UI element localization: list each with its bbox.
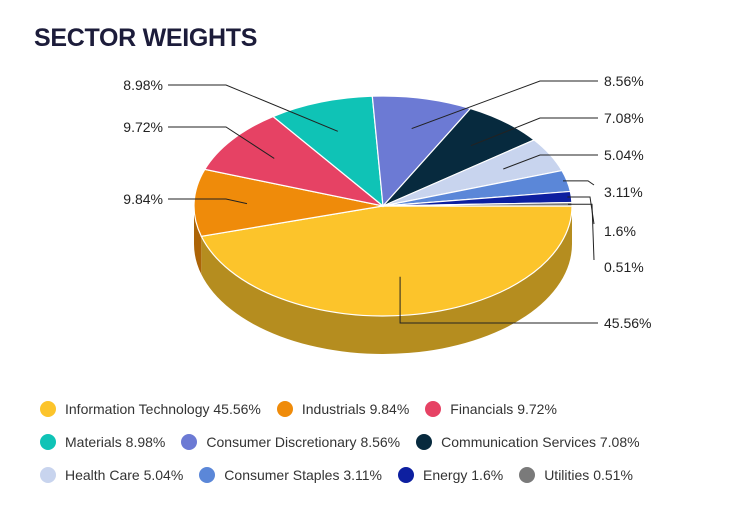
leader-line-7 [563, 180, 595, 186]
leader-line-3 [168, 84, 338, 132]
pie-labels: 45.56% 9.84% 9.72% 8.98% 8.56% 7.08% 5.04% 3.11… [123, 73, 651, 331]
legend-item[interactable]: Energy 1.6% [398, 466, 504, 483]
pie-slice-materials[interactable] [271, 95, 384, 208]
legend-swatch [40, 400, 56, 417]
legend-item[interactable]: Materials 8.98% [40, 433, 166, 450]
data-label-7: 3.11% [604, 184, 643, 200]
legend-item[interactable]: Industrials 9.84% [276, 400, 410, 417]
legend-item[interactable]: Consumer Discretionary 8.56% [181, 433, 401, 450]
pie-top [193, 95, 573, 317]
legend-row: Health Care 5.04% Consumer Staples 3.11% E… [40, 458, 720, 491]
legend-item[interactable]: Information Technology 45.56% [40, 400, 261, 417]
data-label-6: 5.04% [604, 147, 644, 163]
leader-line-0 [399, 276, 598, 324]
leader-line-5 [470, 117, 598, 147]
pie-slice-consumer-discretionary[interactable] [371, 95, 472, 208]
pie-slice-information-technology[interactable] [200, 205, 573, 317]
legend-swatch [416, 433, 433, 450]
legend-label: Financials 9.72% [450, 400, 557, 417]
data-label-5: 7.08% [604, 110, 644, 126]
legend-swatch [40, 433, 56, 450]
leader-line-2 [168, 126, 275, 159]
data-label-0: 45.56% [604, 315, 651, 331]
legend-label: Health Care 5.04% [65, 466, 184, 483]
legend-label: Consumer Staples 3.11% [224, 466, 383, 483]
legend-item[interactable]: Health Care 5.04% [40, 466, 184, 483]
legend-label: Information Technology 45.56% [65, 400, 261, 417]
leader-line-9 [567, 203, 595, 261]
pie-slice-industrials[interactable] [193, 168, 384, 237]
pie-slice-financials[interactable] [203, 115, 384, 207]
data-label-8: 1.6% [604, 223, 636, 239]
legend-label: Industrials 9.84% [301, 400, 410, 417]
legend-swatch [519, 466, 536, 483]
chart-title: SECTOR WEIGHTS [34, 24, 258, 52]
legend-label: Communication Services 7.08% [441, 433, 640, 450]
data-label-3: 8.98% [123, 77, 163, 93]
legend-swatch [276, 400, 293, 417]
legend-swatch [425, 400, 442, 417]
data-label-1: 9.84% [123, 191, 163, 207]
leader-line-1 [168, 198, 248, 205]
legend-label: Consumer Discretionary 8.56% [206, 433, 401, 450]
legend-label: Utilities 0.51% [544, 466, 633, 483]
legend-row: Information Technology 45.56% Industrials… [40, 392, 720, 425]
leader-line-4 [411, 80, 598, 130]
data-label-9: 0.51% [604, 259, 644, 275]
legend-swatch [398, 466, 415, 483]
legend-swatch [40, 466, 56, 483]
pie-chart: 45.56% 9.84% 9.72% 8.98% 8.56% 7.08% 5.04% 3.11… [123, 73, 651, 355]
legend-item[interactable]: Financials 9.72% [425, 400, 557, 417]
legend-swatch [181, 433, 198, 450]
legend-row: Materials 8.98% Consumer Discretionary 8.… [40, 425, 720, 458]
legend-item[interactable]: Utilities 0.51% [519, 466, 633, 483]
legend-swatch [199, 466, 216, 483]
legend-label: Materials 8.98% [65, 433, 166, 450]
data-label-2: 9.72% [123, 119, 163, 135]
legend-item[interactable]: Consumer Staples 3.11% [199, 466, 383, 483]
data-label-4: 8.56% [604, 73, 644, 89]
leader-line-6 [503, 154, 598, 170]
pie-side-0 [201, 206, 572, 355]
legend-label: Energy 1.6% [423, 466, 504, 483]
legend-item[interactable]: Communication Services 7.08% [416, 433, 640, 450]
legend: Information Technology 45.56% Industrials… [40, 392, 720, 491]
